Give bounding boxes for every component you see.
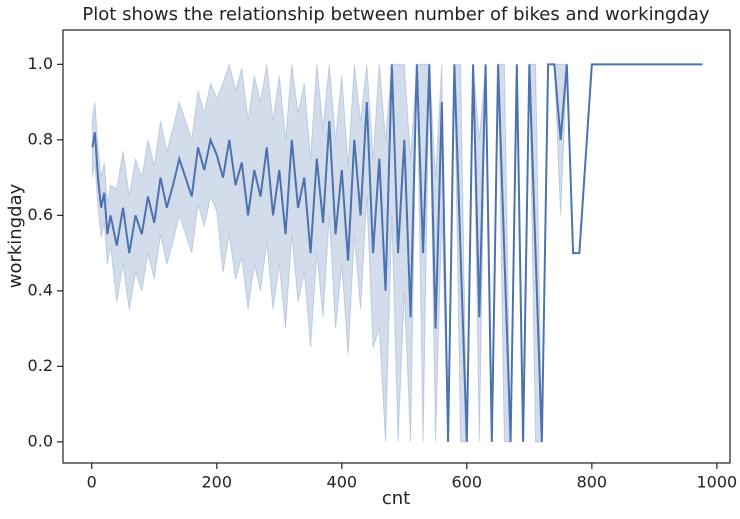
x-tick-label: 200 xyxy=(202,473,233,492)
x-tick-label: 0 xyxy=(87,473,97,492)
y-axis-label: workingday xyxy=(5,183,26,288)
x-tick-label: 600 xyxy=(452,473,483,492)
y-tick-label: 0.2 xyxy=(28,356,53,375)
y-tick-label: 0.6 xyxy=(28,205,53,224)
y-tick-label: 0.8 xyxy=(28,129,53,148)
plot-frame xyxy=(62,29,731,464)
x-tick-label: 800 xyxy=(577,473,608,492)
chart-title: Plot shows the relationship between numb… xyxy=(82,4,709,25)
x-tick-label: 400 xyxy=(327,473,358,492)
y-tick-label: 0.0 xyxy=(28,431,53,450)
y-tick-label: 0.4 xyxy=(28,280,53,299)
y-tick-label: 1.0 xyxy=(28,54,53,73)
x-tick-label: 1000 xyxy=(697,473,738,492)
x-axis-label: cnt xyxy=(382,488,410,509)
line xyxy=(91,63,703,442)
